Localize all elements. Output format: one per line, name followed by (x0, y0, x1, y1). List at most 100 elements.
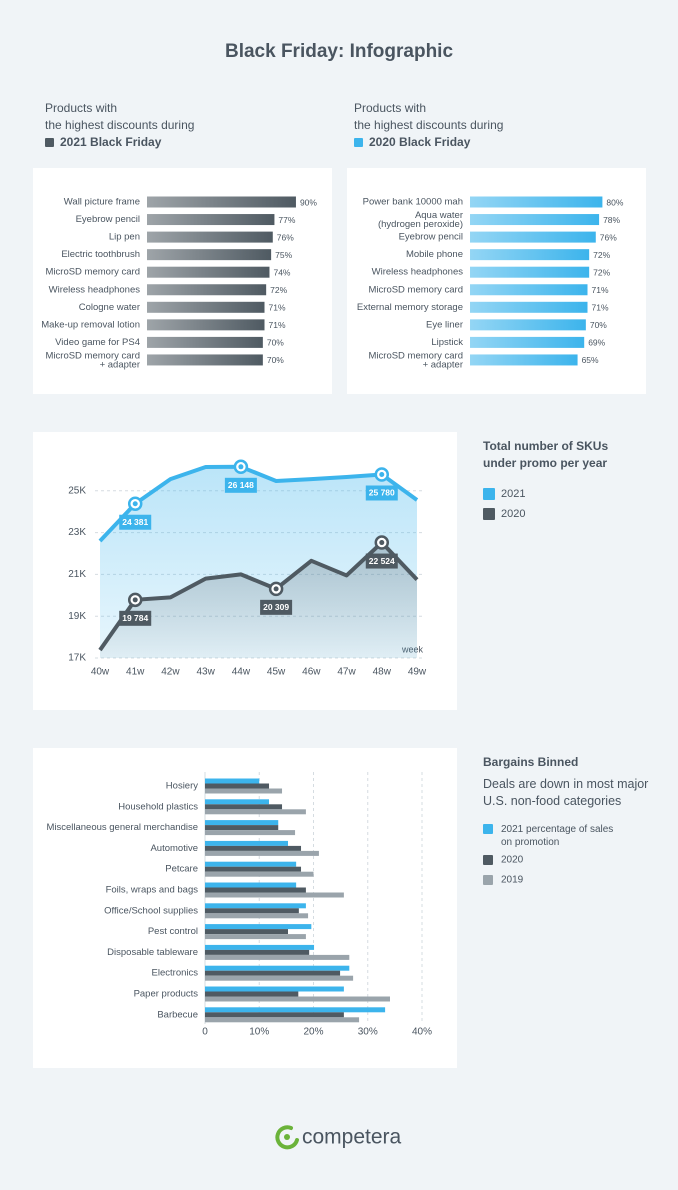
value-label: 70% (590, 320, 607, 330)
value-label-box (365, 553, 398, 569)
bar (147, 319, 265, 331)
line (98, 540, 419, 652)
bar (205, 1017, 360, 1023)
bar (470, 196, 603, 208)
x-tick-label: 40w (91, 667, 110, 678)
category-label: Pest control (148, 926, 198, 937)
legend-swatch (483, 875, 493, 885)
category-label: Hosiery (166, 781, 198, 792)
legend-swatch (354, 138, 363, 147)
x-tick-label: 42w (161, 667, 180, 678)
value-label: 78% (603, 215, 620, 225)
category-label: Petcare (165, 864, 198, 875)
bar (205, 954, 350, 960)
category-label: Wall picture frame (64, 197, 140, 208)
point-core (132, 597, 138, 603)
y-tick-label: 23K (68, 527, 86, 538)
bar (147, 354, 263, 366)
category-label: Barbecue (157, 1009, 198, 1020)
bar (205, 871, 314, 877)
value-label: 72% (593, 267, 610, 277)
bar (205, 1012, 344, 1018)
category-label: Miscellaneous general merchandise (46, 822, 198, 833)
bar (205, 778, 260, 784)
category-label: External memory storage (357, 302, 463, 313)
x-tick-label: 40% (412, 1027, 432, 1038)
point-core (132, 501, 138, 507)
x-tick-label: 49w (408, 667, 427, 678)
bar (205, 850, 319, 856)
category-label: Eyebrow pencil (399, 232, 463, 243)
legend-label: 2021 percentage of sales on promotion (501, 824, 613, 848)
value-label: 25 780 (369, 488, 395, 498)
bar (470, 336, 585, 348)
x-tick-label: 10% (249, 1027, 269, 1038)
legend-label: 2020 (501, 855, 524, 866)
point-core (379, 471, 385, 477)
y-tick-label: 25K (68, 485, 86, 496)
bar (205, 866, 302, 872)
category-label: Disposable tableware (107, 947, 198, 958)
value-label: 71% (269, 303, 286, 313)
bar (470, 354, 578, 366)
value-label: 24 381 (122, 517, 148, 527)
value-label: 76% (277, 232, 294, 242)
legend-swatch (45, 138, 54, 147)
x-tick-label: 0 (202, 1027, 208, 1038)
bar (205, 903, 306, 909)
value-label: 90% (300, 197, 317, 207)
bar (205, 788, 283, 794)
bar (205, 970, 341, 976)
line (98, 464, 419, 543)
bar (205, 809, 306, 815)
category-label: Paper products (134, 989, 199, 1000)
bar (147, 284, 267, 296)
category-label: MicroSD memory card (46, 267, 141, 278)
y-tick-label: 17K (68, 653, 86, 664)
legend-swatch (483, 508, 495, 520)
bar (205, 965, 350, 971)
point-core (273, 586, 279, 592)
value-label: 71% (592, 285, 609, 295)
x-tick-label: 48w (373, 667, 392, 678)
point-core (238, 464, 244, 470)
value-label: 72% (593, 250, 610, 260)
page-title: Black Friday: Infographic (225, 41, 453, 62)
bar (470, 284, 588, 296)
bar (205, 975, 354, 981)
bar (205, 934, 306, 940)
category-label: Power bank 10000 mah (363, 197, 463, 208)
value-label: 75% (275, 250, 292, 260)
category-label: Electric toothbrush (61, 249, 140, 260)
bar (205, 804, 283, 810)
bar (205, 820, 279, 826)
bar (205, 861, 297, 867)
category-label: MicroSD memory card + adapter (369, 350, 464, 370)
bar (205, 840, 289, 846)
bar (205, 845, 302, 851)
bar (205, 783, 270, 789)
bar (470, 301, 588, 313)
bar (205, 913, 309, 919)
bar (205, 986, 344, 992)
legend-label: 2020 Black Friday (369, 135, 471, 149)
bar (470, 214, 600, 226)
bar (147, 196, 296, 208)
bar (205, 924, 312, 930)
value-label: 26 148 (228, 480, 254, 490)
bar (205, 882, 297, 888)
bar (147, 301, 265, 313)
category-label: Office/School supplies (104, 905, 198, 916)
value-label-box (119, 610, 152, 626)
legend-label: 2021 (501, 488, 525, 500)
bar (147, 231, 273, 243)
category-label: Aqua water (hydrogen peroxide) (378, 210, 463, 230)
value-label: 77% (278, 215, 295, 225)
category-label: Eye liner (426, 319, 463, 330)
category-label: MicroSD memory card (369, 284, 464, 295)
chart-subtitle: Products with the highest discounts durin… (45, 101, 194, 132)
value-label: 70% (267, 338, 284, 348)
bar (205, 892, 344, 898)
category-label: Wireless headphones (372, 267, 464, 278)
value-label-box (119, 514, 152, 530)
